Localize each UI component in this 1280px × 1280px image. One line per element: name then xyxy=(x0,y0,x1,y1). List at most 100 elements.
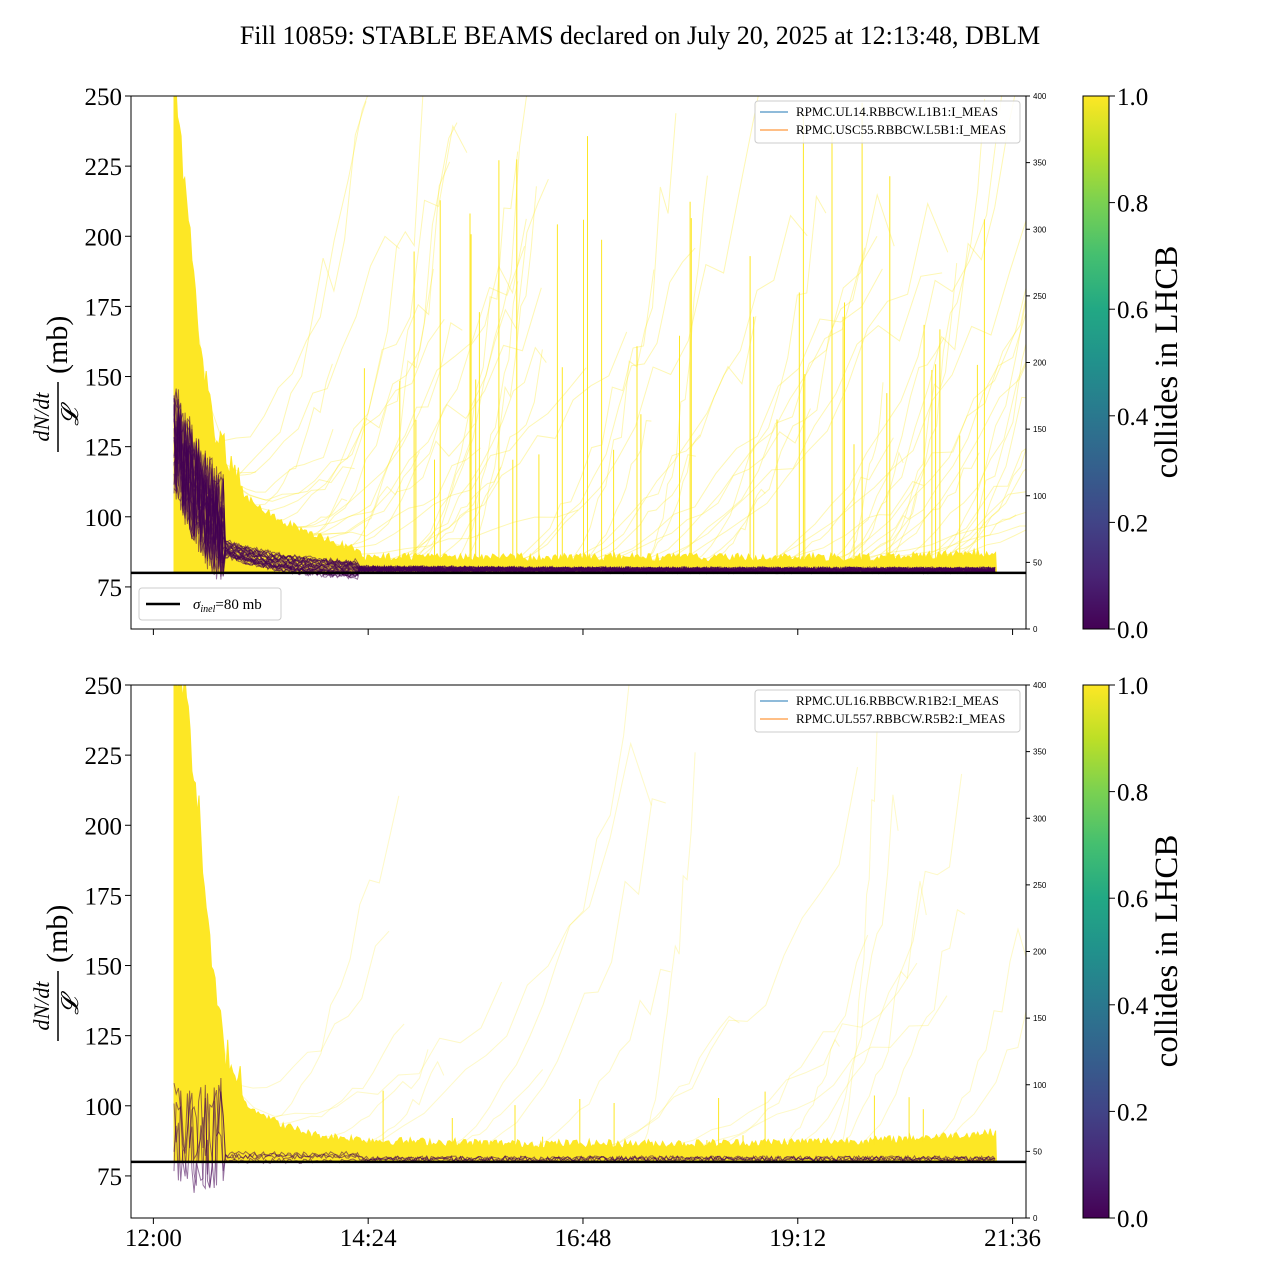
series-collides-1-band xyxy=(173,96,998,574)
noise-trace xyxy=(508,269,655,563)
noise-trace xyxy=(580,420,652,563)
noise-trace xyxy=(639,752,696,1149)
legend-sigma-sub: inel xyxy=(200,604,215,615)
y2-tick-label: 250 xyxy=(1033,292,1047,301)
legend-reference: σinel=80 mb xyxy=(138,587,282,621)
y2-tick-label: 350 xyxy=(1033,159,1047,168)
panel-top: 75 100 125 150 175 200 225 250 0 50 100 150 200 250 3… xyxy=(29,84,1185,644)
y2-tick-label: 100 xyxy=(1033,492,1047,501)
y-axis-top: 75 100 125 150 175 200 225 250 xyxy=(85,84,131,602)
ylabel-denominator: 𝓛 xyxy=(58,402,84,426)
noise-trace xyxy=(842,451,904,563)
noise-trace xyxy=(420,151,519,563)
colorbar-tick-label: 0.8 xyxy=(1117,191,1148,218)
noise-trace xyxy=(276,287,542,529)
colorbar-top: 0.0 0.2 0.4 0.6 0.8 1.0 collides in LHCB xyxy=(1082,84,1185,644)
noise-trace xyxy=(196,235,400,474)
noise-trace xyxy=(940,1009,1026,1142)
y2-tick-label: 400 xyxy=(1033,681,1047,690)
noise-trace xyxy=(215,101,367,478)
noise-trace xyxy=(823,794,899,1147)
noise-trace xyxy=(527,968,671,1149)
noise-trace xyxy=(779,437,894,563)
y-tick-label: 225 xyxy=(85,154,123,181)
noise-trace xyxy=(269,124,468,521)
noise-trace xyxy=(179,96,369,442)
y-axis-label-top: dN/dt 𝓛 (mb) xyxy=(29,316,84,452)
noise-trace xyxy=(655,962,918,1149)
colorbar-bottom: 0.0 0.2 0.4 0.6 0.8 1.0 collides in LHCB xyxy=(1082,673,1185,1233)
y2-tick-label: 150 xyxy=(1033,425,1047,434)
y-tick-label: 200 xyxy=(85,813,123,840)
y-tick-label: 100 xyxy=(85,1094,123,1121)
y-tick-label: 75 xyxy=(97,575,122,602)
noise-trace xyxy=(262,795,400,1120)
noise-trace xyxy=(307,96,424,538)
y-tick-label: 175 xyxy=(85,883,123,910)
noise-trace xyxy=(920,529,1026,561)
noise-trace xyxy=(791,773,963,1147)
y2-tick-label: 300 xyxy=(1033,814,1047,823)
y-axis-label-bottom: dN/dt 𝓛 (mb) xyxy=(29,905,84,1041)
noise-trace xyxy=(933,297,1026,561)
noise-trace xyxy=(292,423,476,536)
noise-trace xyxy=(827,285,1026,563)
noise-trace xyxy=(835,96,1016,563)
ylabel-unit: (mb) xyxy=(41,316,74,374)
noise-trace xyxy=(216,319,445,501)
ylabel-unit: (mb) xyxy=(41,905,74,963)
y2-tick-label: 400 xyxy=(1033,92,1047,101)
noise-trace xyxy=(848,311,1026,563)
y-tick-label: 100 xyxy=(85,505,123,532)
legend-bottom: RPMC.UL16.RBBCW.R1B2:I_MEAS RPMC.UL557.R… xyxy=(754,689,1021,733)
noise-trace xyxy=(397,179,549,563)
y2-tick-label: 0 xyxy=(1033,1214,1038,1223)
panel-top-data xyxy=(173,96,1026,580)
colorbar-bottom-ticks: 0.0 0.2 0.4 0.6 0.8 1.0 xyxy=(1109,673,1149,1233)
noise-trace xyxy=(278,246,526,529)
colorbar-bottom-label: collides in LHCB xyxy=(1149,835,1185,1068)
y2-tick-label: 150 xyxy=(1033,1014,1047,1023)
noise-trace xyxy=(682,995,948,1149)
legend-sigma: σ xyxy=(193,597,201,613)
noise-trace xyxy=(332,218,527,547)
colorbar-tick-label: 0.4 xyxy=(1117,404,1149,431)
noise-trace xyxy=(590,268,883,563)
colorbar-tick-label: 0.8 xyxy=(1117,780,1148,807)
panel-bottom: 75 100 125 150 175 200 225 250 0 50 100 150 200 250 3… xyxy=(29,673,1185,1252)
noise-trace xyxy=(896,360,1026,562)
noise-trace xyxy=(560,315,757,563)
y2-axis-top: 0 50 100 150 200 250 300 350 400 xyxy=(1026,92,1047,634)
colorbar-tick-label: 0.6 xyxy=(1117,886,1148,913)
noise-trace xyxy=(910,447,1026,561)
colorbar-top-bar xyxy=(1082,95,1110,630)
noise-trace xyxy=(947,447,1026,560)
noise-trace xyxy=(666,202,949,563)
noise-trace xyxy=(841,293,1026,563)
noise-trace xyxy=(857,909,966,1146)
noise-trace xyxy=(837,881,927,1147)
noise-trace xyxy=(357,1060,445,1144)
noise-trace xyxy=(594,408,811,563)
y2-tick-label: 50 xyxy=(1033,1147,1042,1156)
y2-tick-label: 250 xyxy=(1033,881,1047,890)
x-tick-label: 19:12 xyxy=(769,1225,826,1252)
ylabel-numerator: dN/dt xyxy=(29,392,54,442)
y-tick-label: 150 xyxy=(85,365,123,392)
y2-axis-bottom: 0 50 100 150 200 250 300 350 400 xyxy=(1026,681,1047,1223)
x-axis-bottom: 12:00 14:24 16:48 19:12 21:36 xyxy=(125,1218,1041,1252)
y2-tick-label: 200 xyxy=(1033,948,1047,957)
y-tick-label: 250 xyxy=(85,673,123,700)
noise-trace xyxy=(845,382,884,563)
noise-trace xyxy=(280,447,481,537)
y-tick-label: 150 xyxy=(85,954,123,981)
colorbar-bottom-bar xyxy=(1082,684,1110,1219)
noise-trace xyxy=(860,362,1026,563)
noise-trace xyxy=(475,798,666,1148)
ylabel-denominator: 𝓛 xyxy=(58,991,84,1015)
noise-trace xyxy=(825,337,945,563)
noise-trace xyxy=(449,685,630,1148)
colorbar-tick-label: 0.0 xyxy=(1117,617,1148,644)
y2-tick-label: 0 xyxy=(1033,625,1038,634)
